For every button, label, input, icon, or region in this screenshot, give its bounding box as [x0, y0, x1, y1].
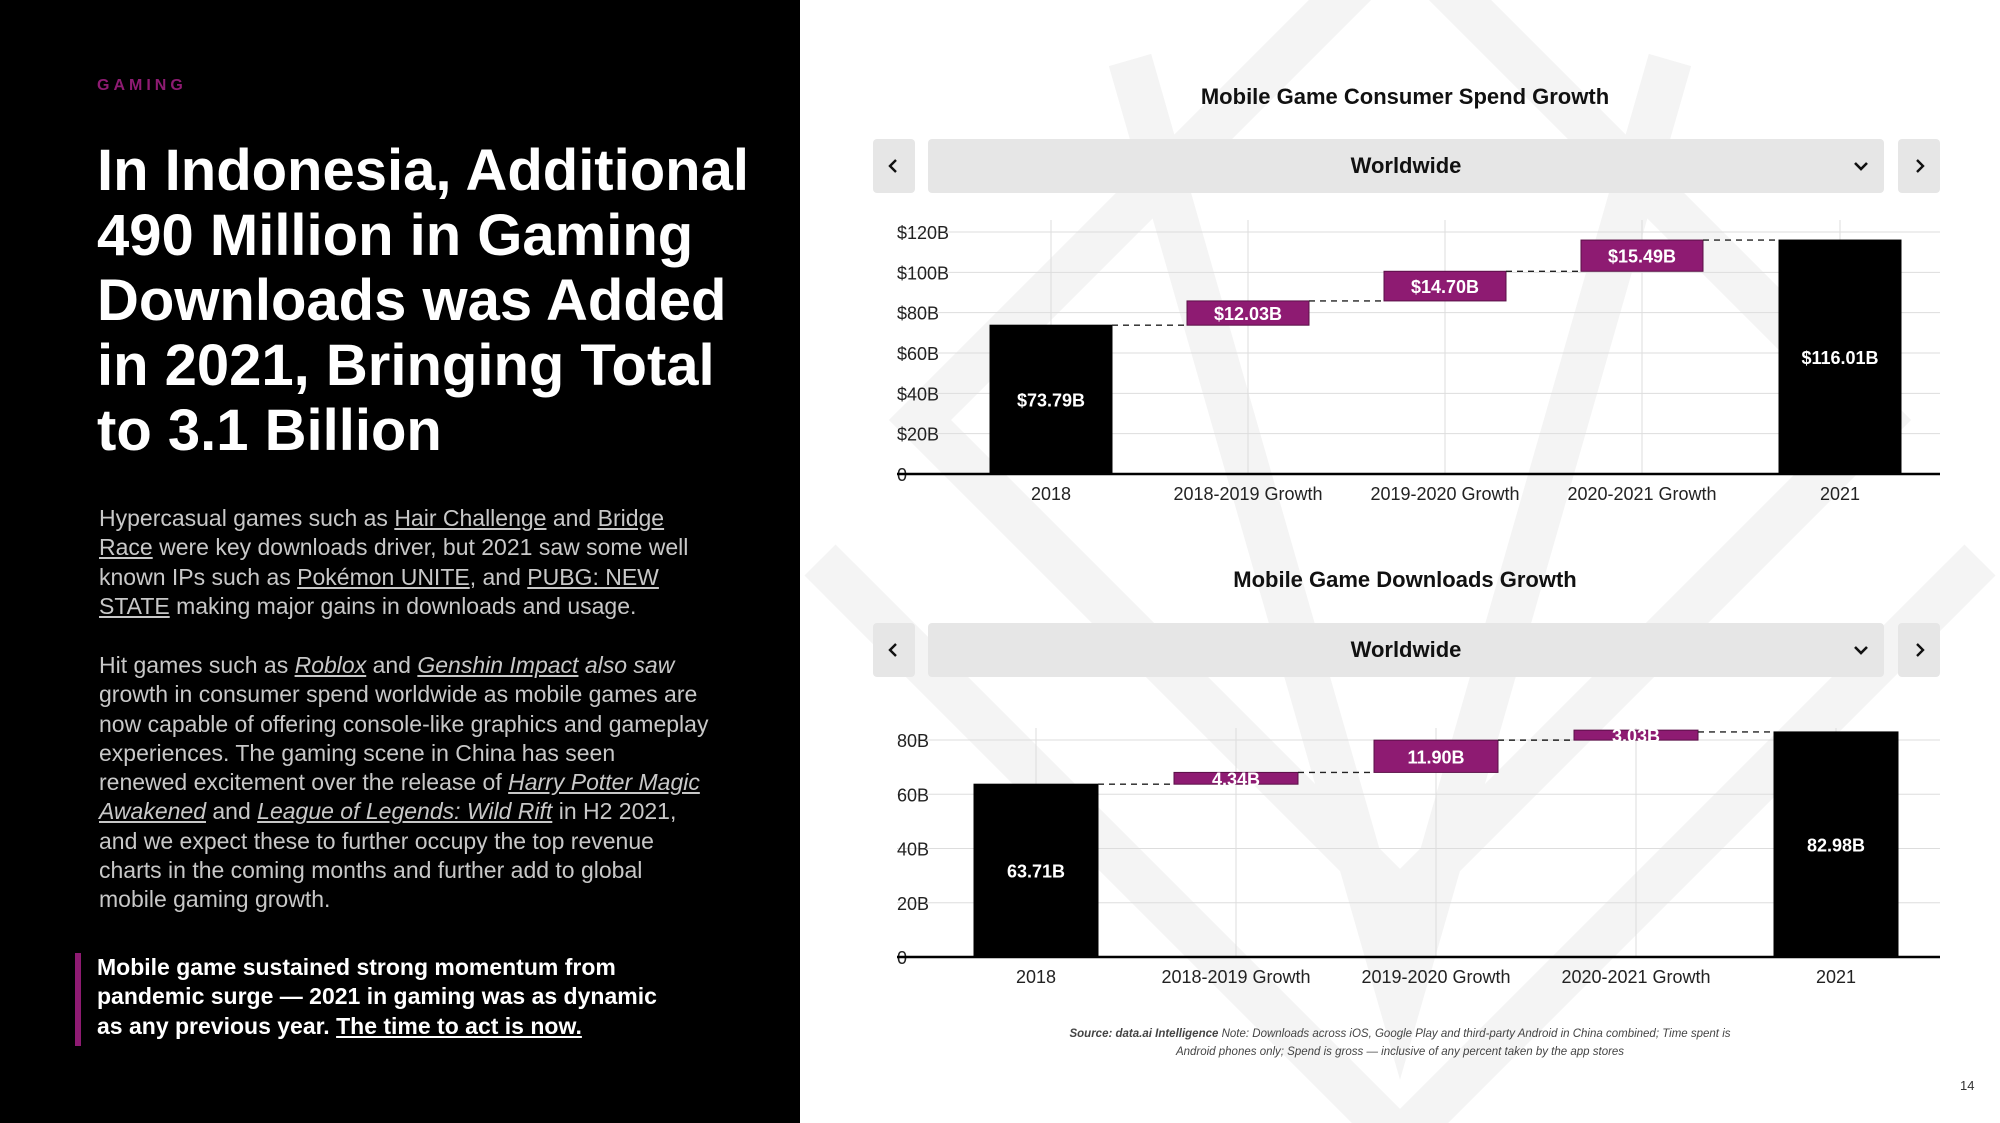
- x-category-label: 2020-2021 Growth: [1561, 967, 1710, 987]
- bar: [1383, 270, 1507, 302]
- bar: [1580, 239, 1704, 272]
- text-run: , and: [469, 563, 528, 590]
- spend-region-dropdown[interactable]: Worldwide: [928, 139, 1884, 193]
- callout-quote: Mobile game sustained strong momentum fr…: [75, 953, 675, 1046]
- source-footnote: Source: data.ai Intelligence Note: Downl…: [1060, 1025, 1740, 1061]
- link-harry-potter-magic-awakened[interactable]: Harry Potter Magic Awakened: [99, 769, 700, 825]
- text-run: also saw: [578, 652, 675, 678]
- x-category-label: 2018-2019 Growth: [1161, 967, 1310, 987]
- bar-value-label: 82.98B: [1807, 835, 1865, 855]
- text-run: making major gains in downloads and usag…: [169, 592, 637, 619]
- downloads-region-dropdown[interactable]: Worldwide: [928, 623, 1884, 677]
- downloads-prev-button[interactable]: [873, 623, 915, 677]
- x-category-label: 2019-2020 Growth: [1370, 484, 1519, 504]
- bar-value-label: $12.03B: [1214, 304, 1282, 324]
- paragraph-hit-games: Hit games such as Roblox and Genshin Imp…: [99, 651, 709, 915]
- link-pokemon-unite[interactable]: Pokémon UNITE: [297, 563, 470, 590]
- bar-value-label: $14.70B: [1411, 277, 1479, 297]
- y-tick-label: $120B: [897, 223, 949, 243]
- text-run: Hit games such as: [99, 652, 295, 678]
- y-tick-label: 80B: [897, 731, 929, 751]
- bar: [973, 783, 1099, 958]
- y-tick-label: 60B: [897, 785, 929, 805]
- bar-value-label: 4.34B: [1212, 769, 1260, 789]
- chevron-left-icon: [888, 159, 897, 173]
- right-panel: Mobile Game Consumer Spend Growth Worldw…: [800, 0, 2000, 1123]
- link-bridge-race[interactable]: Bridge Race: [99, 505, 665, 561]
- bar: [1173, 771, 1299, 785]
- link-league-of-legends-wild-rift[interactable]: League of Legends: Wild Rift: [257, 798, 553, 825]
- chevron-right-icon: [1916, 159, 1925, 173]
- bar: [989, 324, 1113, 475]
- bar: [1773, 731, 1899, 958]
- x-category-label: 2021: [1820, 484, 1860, 504]
- chevron-down-icon: [1854, 162, 1868, 171]
- x-category-label: 2018-2019 Growth: [1173, 484, 1322, 504]
- paragraph-hypercasual: Hypercasual games such as Hair Challenge…: [99, 504, 709, 621]
- footnote-source: Source: data.ai Intelligence: [1069, 1028, 1219, 1040]
- downloads-region-value: Worldwide: [1350, 637, 1462, 662]
- link-roblox[interactable]: Roblox: [294, 652, 367, 678]
- x-category-label: 2021: [1816, 967, 1856, 987]
- bar: [1186, 300, 1310, 326]
- spend-waterfall-chart: 0$20B$40B$60B$80B$100B$120B$73.79B2018$1…: [897, 220, 1940, 504]
- bar: [1373, 739, 1499, 773]
- bar: [1778, 239, 1902, 475]
- x-category-label: 2020-2021 Growth: [1567, 484, 1716, 504]
- text-run: and: [206, 798, 258, 825]
- left-panel: GAMING In Indonesia, Additional 490 Mill…: [0, 0, 800, 1123]
- y-tick-label: $100B: [897, 263, 949, 283]
- bar-value-label: $73.79B: [1017, 391, 1085, 411]
- chevron-left-icon: [888, 643, 897, 657]
- text-run: were key downloads driver, but 2021 saw …: [99, 534, 689, 590]
- quote-link[interactable]: The time to act is now.: [336, 1012, 582, 1039]
- page-headline: In Indonesia, Additional 490 Million in …: [97, 138, 749, 463]
- bar-value-label: 3.03B: [1612, 726, 1660, 746]
- x-category-label: 2018: [1016, 967, 1056, 987]
- y-tick-label: $80B: [897, 304, 939, 324]
- link-genshin-impact[interactable]: Genshin Impact: [417, 652, 579, 678]
- bar-value-label: 11.90B: [1407, 747, 1464, 767]
- bar-value-label: 63.71B: [1007, 862, 1065, 882]
- text-run: and: [366, 652, 418, 678]
- text-run: Hypercasual games such as: [99, 505, 395, 531]
- bar-value-label: $15.49B: [1608, 247, 1676, 267]
- page-number: 14: [1960, 1078, 1975, 1093]
- y-tick-label: 40B: [897, 840, 929, 860]
- x-category-label: 2018: [1031, 484, 1071, 504]
- link-pubg-new-state[interactable]: PUBG: NEW STATE: [99, 563, 659, 619]
- downloads-chart-title: Mobile Game Downloads Growth: [1233, 567, 1577, 592]
- y-tick-label: $60B: [897, 344, 939, 364]
- text-run: and: [546, 505, 598, 531]
- chevron-right-icon: [1916, 643, 1925, 657]
- section-eyebrow: GAMING: [97, 77, 187, 94]
- y-tick-label: $40B: [897, 384, 939, 404]
- footnote-note: Note: Downloads across iOS, Google Play …: [1175, 1028, 1731, 1058]
- bar-value-label: $116.01B: [1801, 348, 1878, 368]
- y-tick-label: $20B: [897, 425, 939, 445]
- quote-text: Mobile game sustained strong momentum fr…: [97, 954, 657, 1039]
- bar: [1573, 729, 1699, 741]
- spend-region-value: Worldwide: [1350, 153, 1462, 178]
- link-hair-challenge[interactable]: Hair Challenge: [394, 505, 547, 531]
- spend-chart-title: Mobile Game Consumer Spend Growth: [1200, 84, 1610, 109]
- y-tick-label: 20B: [897, 894, 929, 914]
- text-run: growth in consumer spend worldwide as mo…: [99, 681, 709, 796]
- spend-prev-button[interactable]: [873, 139, 915, 193]
- downloads-next-button[interactable]: [1898, 623, 1940, 677]
- chevron-down-icon: [1854, 646, 1868, 655]
- text-run: in H2 2021, and we expect these to furth…: [99, 798, 677, 913]
- x-category-label: 2019-2020 Growth: [1361, 967, 1510, 987]
- spend-next-button[interactable]: [1898, 139, 1940, 193]
